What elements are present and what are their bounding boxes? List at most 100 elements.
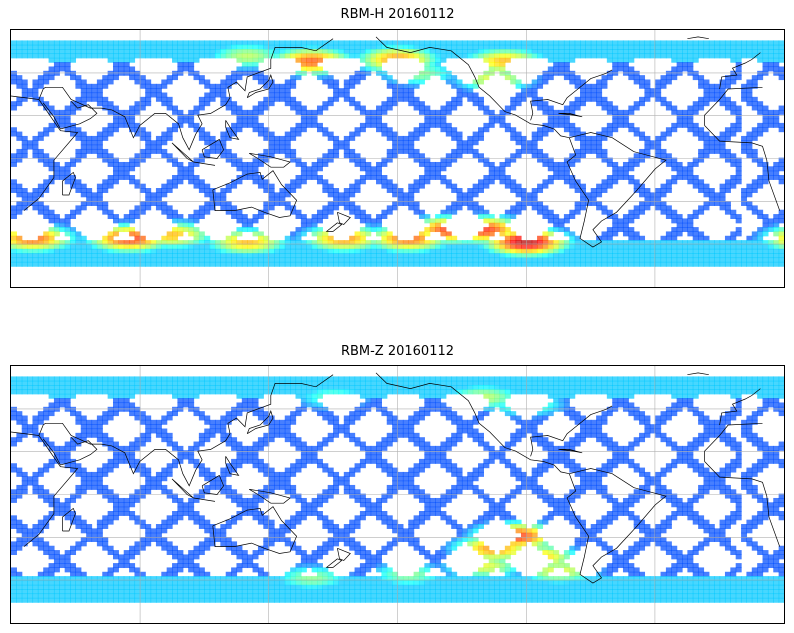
swath-cell — [488, 385, 495, 391]
swath-cell — [628, 127, 635, 133]
swath-cell — [665, 153, 672, 159]
swath-cell — [649, 88, 656, 94]
swath-cell — [547, 53, 554, 59]
swath-cell — [236, 75, 243, 81]
swath-cell — [596, 131, 603, 137]
swath-cell — [424, 257, 431, 263]
swath-cell — [252, 166, 259, 172]
swath-cell — [59, 170, 66, 176]
swath-cell — [247, 253, 254, 259]
swath-cell — [354, 380, 361, 386]
swath-cell — [612, 179, 619, 185]
swath-cell — [445, 105, 452, 111]
swath-cell — [612, 385, 619, 391]
swath-cell — [166, 253, 173, 259]
swath-cell — [300, 49, 307, 55]
swath-cell — [123, 393, 130, 399]
swath-cell — [418, 248, 425, 254]
swath-cell — [510, 44, 517, 50]
swath-cell — [402, 261, 409, 267]
swath-cell — [91, 96, 98, 102]
swath-cell — [778, 244, 784, 250]
swath-cell — [542, 248, 549, 254]
swath-cell — [139, 380, 146, 386]
swath-cell — [327, 44, 334, 50]
swath-cell — [569, 261, 576, 267]
swath-cell — [569, 57, 576, 63]
swath-cell — [86, 428, 93, 434]
swath-cell — [687, 227, 694, 233]
swath-cell — [397, 261, 404, 267]
swath-cell — [96, 131, 103, 137]
swath-cell — [247, 385, 254, 391]
swath-cell — [730, 257, 737, 263]
swath-cell — [520, 201, 527, 206]
swath-cell — [268, 40, 275, 46]
swath-cell — [757, 385, 764, 391]
swath-cell — [252, 109, 259, 115]
swath-cell — [773, 175, 780, 180]
swath-cell — [633, 153, 640, 159]
swath-cell — [145, 101, 152, 107]
swath-cell — [231, 75, 238, 81]
swath-cell — [606, 157, 613, 163]
swath-cell — [488, 161, 495, 167]
swath-cell — [182, 402, 189, 408]
swath-cell — [177, 40, 184, 46]
swath-cell — [762, 40, 769, 46]
swath-cell — [86, 424, 93, 430]
swath-cell — [53, 53, 60, 59]
swath-cell — [558, 40, 565, 46]
swath-cell — [719, 101, 726, 107]
swath-cell — [365, 257, 372, 263]
swath-cell — [177, 222, 184, 228]
swath-cell — [682, 44, 688, 50]
swath-cell — [746, 188, 753, 193]
swath-cell — [161, 248, 168, 254]
swath-cell — [220, 96, 227, 102]
swath-cell — [682, 248, 688, 254]
swath-cell — [515, 248, 522, 254]
swath-cell — [236, 406, 243, 412]
swath-cell — [177, 118, 184, 124]
swath-cell — [467, 196, 474, 202]
swath-cell — [96, 380, 103, 386]
swath-cell — [665, 209, 672, 215]
swath-cell — [134, 406, 141, 412]
swath-cell — [440, 411, 447, 417]
swath-cell — [327, 209, 334, 215]
swath-cell — [612, 398, 619, 404]
swath-cell — [139, 261, 146, 267]
swath-cell — [376, 214, 382, 220]
swath-cell — [129, 248, 136, 254]
swath-cell — [252, 53, 259, 59]
swath-cell — [290, 261, 297, 267]
swath-cell — [622, 402, 629, 408]
swath-cell — [64, 248, 71, 254]
swath-cell — [542, 157, 549, 163]
swath-cell — [252, 376, 259, 382]
swath-cell — [376, 127, 382, 133]
swath-cell — [284, 131, 291, 137]
swath-cell — [703, 385, 710, 391]
swath-cell — [316, 161, 323, 167]
swath-cell — [172, 109, 179, 115]
swath-cell — [531, 131, 538, 137]
swath-cell — [257, 183, 264, 189]
swath-cell — [53, 161, 60, 167]
swath-cell — [671, 70, 678, 76]
swath-cell — [381, 235, 388, 241]
swath-cell — [746, 148, 753, 154]
swath-cell — [456, 44, 463, 50]
swath-cell — [96, 96, 103, 102]
swath-cell — [188, 109, 195, 115]
swath-cell — [451, 127, 458, 133]
swath-cell — [724, 101, 731, 107]
swath-cell — [563, 393, 570, 399]
swath-cell — [633, 411, 640, 417]
swath-cell — [279, 244, 286, 250]
swath-cell — [478, 44, 484, 50]
swath-cell — [241, 398, 248, 404]
swath-cell — [48, 70, 55, 76]
swath-cell — [649, 40, 656, 46]
